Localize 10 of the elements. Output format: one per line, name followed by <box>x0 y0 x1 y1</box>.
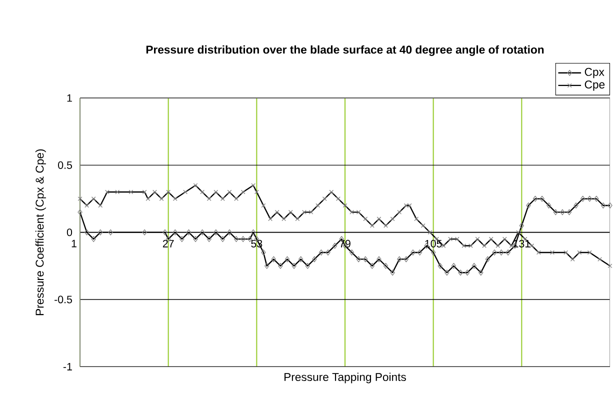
y-axis-title: Pressure Coefficient (Cpx & Cpe) <box>35 149 46 316</box>
y-tick-label: 0.5 <box>58 161 72 169</box>
chart-title: Pressure distribution over the blade surface at 40 degree angle of rotation <box>146 45 544 56</box>
legend-label: Cpx <box>584 68 604 78</box>
y-tick-label: -1 <box>63 362 72 370</box>
y-tick-label: -0.5 <box>54 296 72 304</box>
y-tick-label: 0 <box>66 228 72 236</box>
y-tick-label: 1 <box>67 94 72 102</box>
x-axis-title: Pressure Tapping Points <box>284 372 406 384</box>
legend-label: Cpe <box>584 80 605 91</box>
